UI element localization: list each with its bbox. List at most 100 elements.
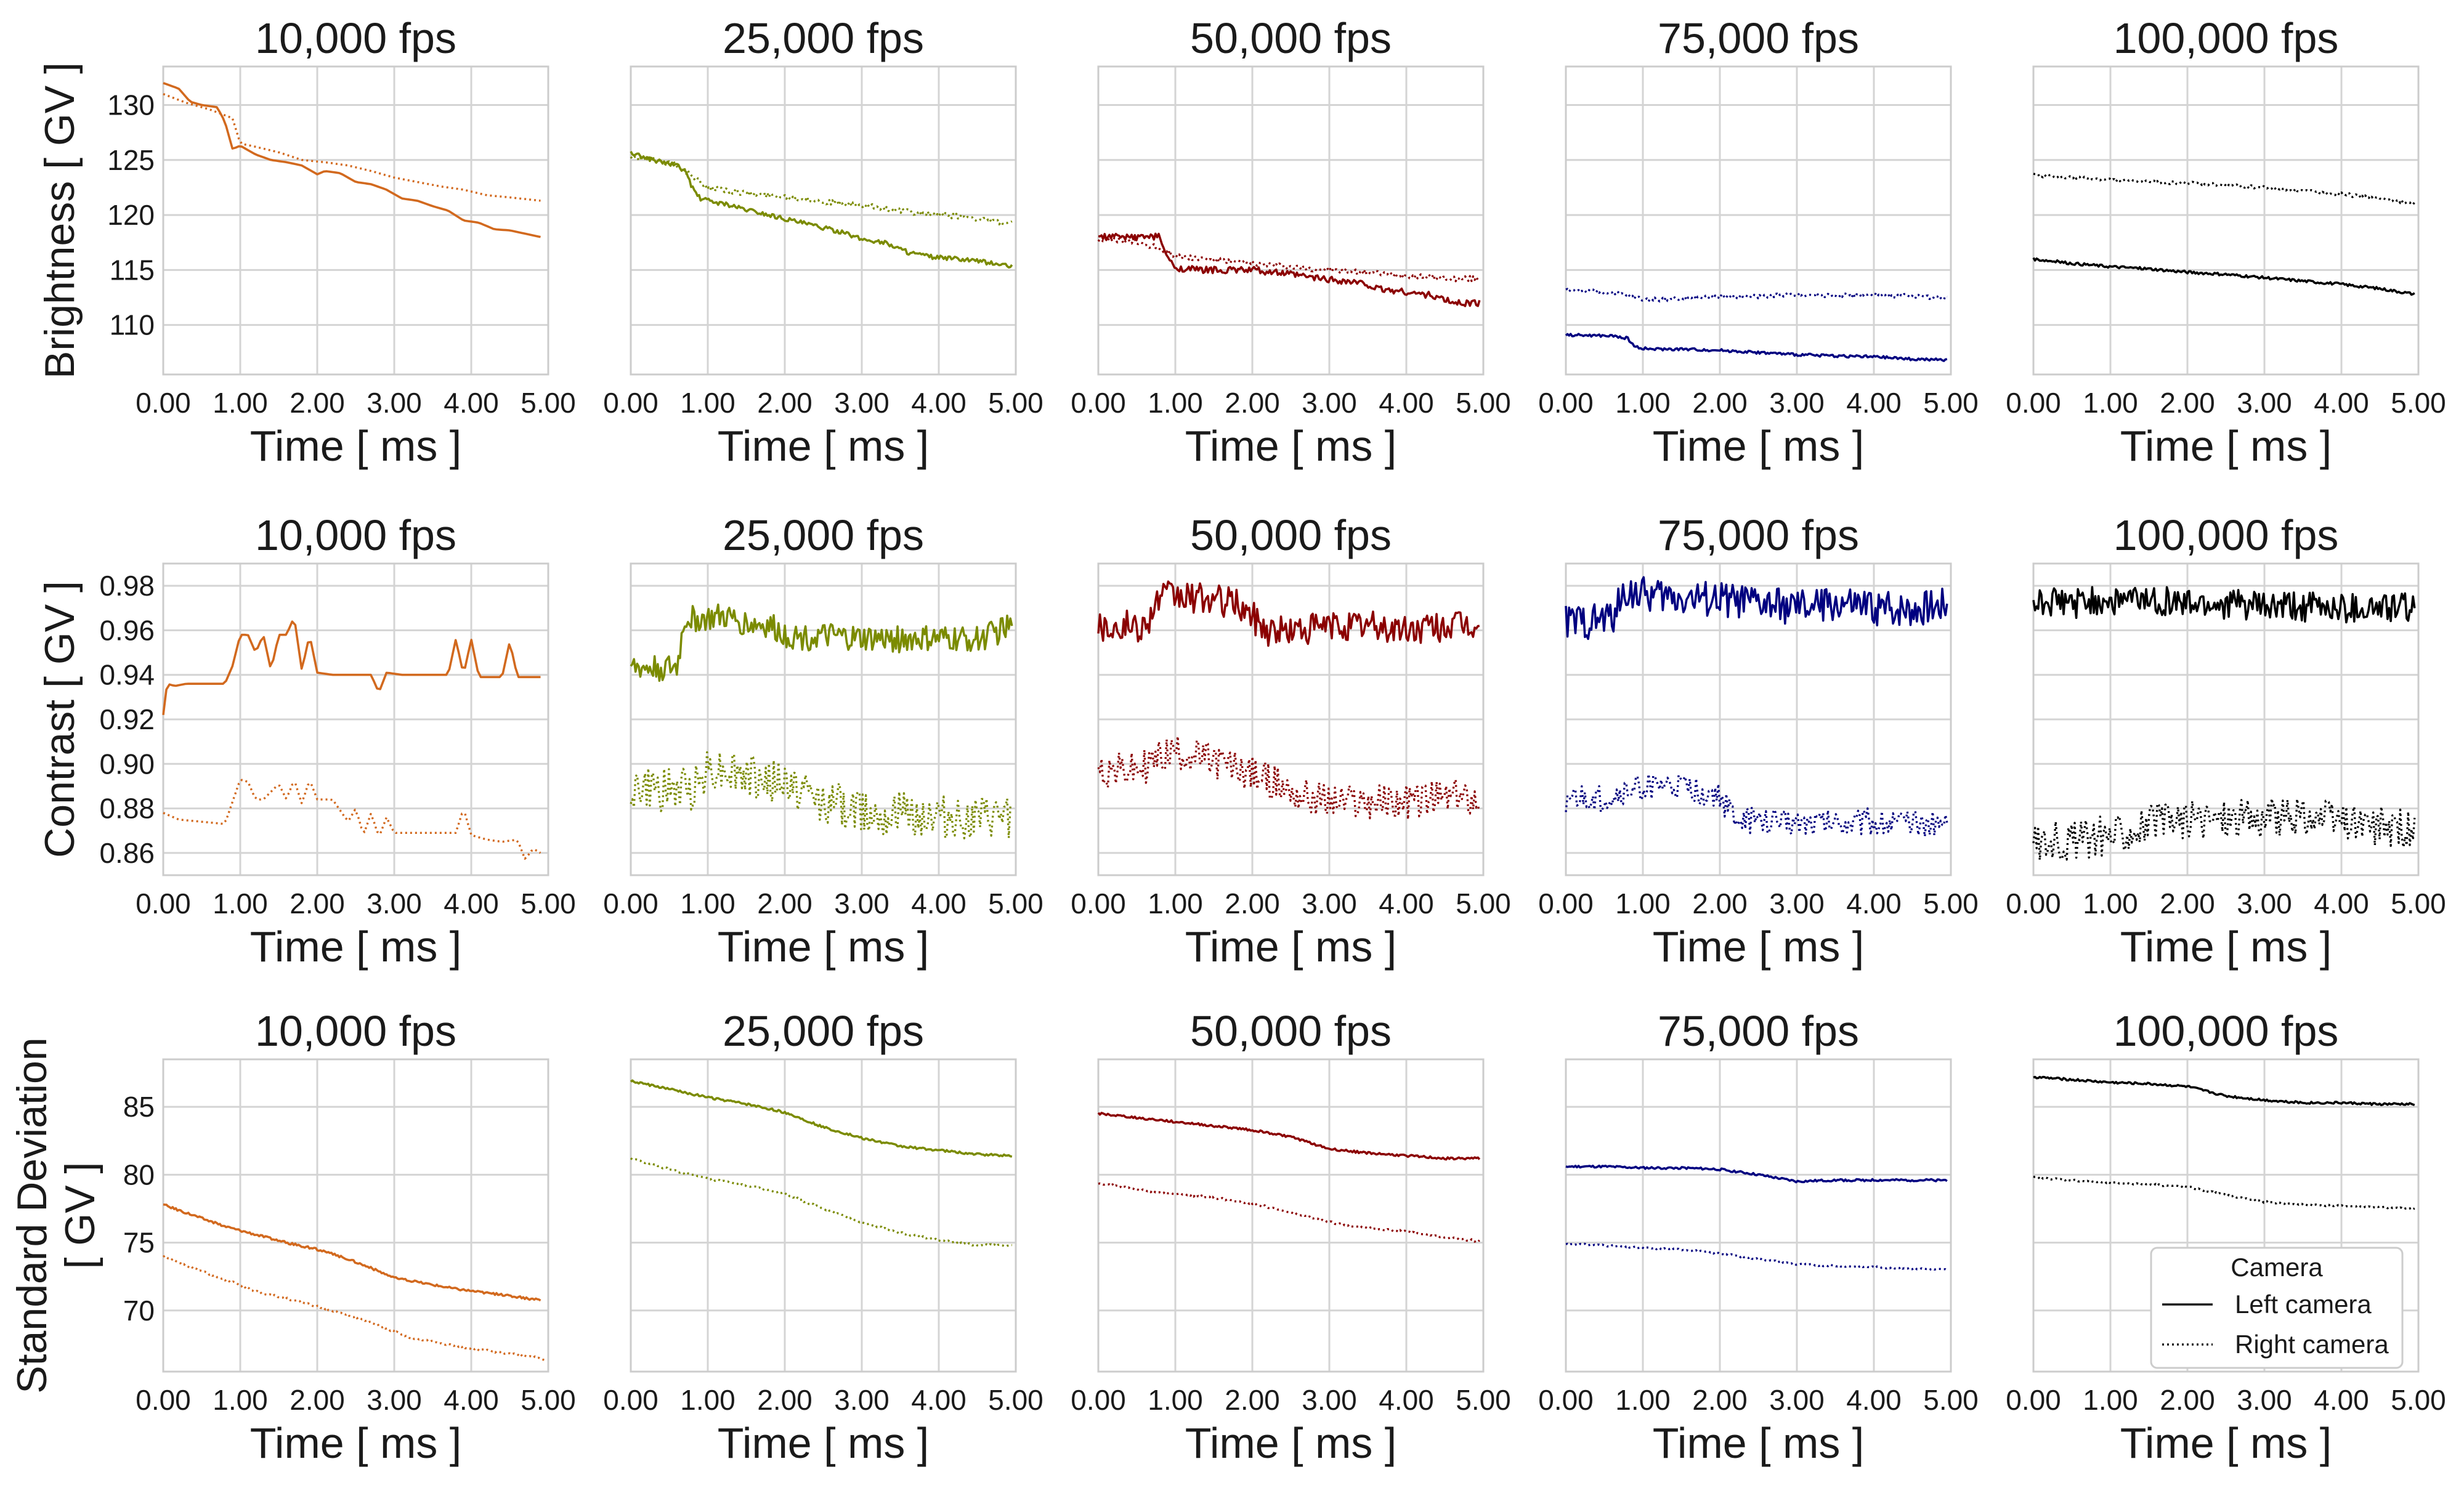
x-tick-label: 4.00 xyxy=(1379,1384,1434,1416)
panel-r3-c5: 100,000 fps 0.00 1.00 2.00 3.00 4.00 5.00 Time … xyxy=(2006,1007,2446,1467)
panel-title: 75,000 fps xyxy=(1658,14,1859,62)
x-tick-label: 3.00 xyxy=(367,1384,422,1416)
panel-title: 50,000 fps xyxy=(1190,511,1392,559)
x-tick-label: 5.00 xyxy=(1923,888,1979,920)
x-tick-label: 2.00 xyxy=(1225,888,1280,920)
right-camera-line xyxy=(1098,1182,1480,1243)
left-camera-line xyxy=(1098,232,1481,307)
left-camera-line xyxy=(630,1079,1013,1158)
x-tick-label: 0.00 xyxy=(603,1384,659,1416)
left-camera-line xyxy=(163,1203,541,1302)
x-tick-label: 1.00 xyxy=(213,387,268,419)
x-axis-label: Time [ ms ] xyxy=(1185,1419,1397,1467)
x-tick-label: 2.00 xyxy=(1692,888,1748,920)
x-tick-label: 3.00 xyxy=(1302,888,1357,920)
x-tick-label: 3.00 xyxy=(2237,387,2292,419)
x-tick-label: 2.00 xyxy=(290,888,345,920)
left-camera-line xyxy=(1565,1164,1948,1184)
x-tick-label: 2.00 xyxy=(290,387,345,419)
x-tick-label: 0.00 xyxy=(1538,888,1594,920)
x-tick-label: 5.00 xyxy=(988,888,1044,920)
left-camera-line xyxy=(630,603,1013,682)
x-axis-label: Time [ ms ] xyxy=(2120,422,2332,470)
legend-right-camera: Right camera xyxy=(2235,1330,2389,1359)
panel-title: 10,000 fps xyxy=(255,14,456,62)
x-tick-label: 0.00 xyxy=(1071,888,1126,920)
x-tick-label: 5.00 xyxy=(988,387,1044,419)
panel-title: 25,000 fps xyxy=(723,511,924,559)
x-tick-label: 2.00 xyxy=(1692,1384,1748,1416)
legend: Camera Left camera Right camera xyxy=(2150,1247,2404,1369)
left-camera-line xyxy=(162,620,541,716)
x-axis-label: Time [ ms ] xyxy=(2120,1419,2332,1467)
x-tick-label: 0.00 xyxy=(2006,387,2061,419)
x-tick-label: 1.00 xyxy=(680,387,736,419)
x-tick-label: 1.00 xyxy=(1615,387,1671,419)
right-camera-line xyxy=(1097,735,1481,820)
x-tick-label: 2.00 xyxy=(2160,387,2215,419)
plot-frame xyxy=(162,1058,549,1373)
y-tick-label: 110 xyxy=(110,309,155,341)
x-tick-label: 3.00 xyxy=(1302,1384,1357,1416)
y-tick-label: 0.88 xyxy=(99,793,155,825)
x-tick-label: 3.00 xyxy=(1769,1384,1825,1416)
x-tick-label: 3.00 xyxy=(2237,1384,2292,1416)
x-tick-label: 1.00 xyxy=(680,1384,736,1416)
panel-title: 75,000 fps xyxy=(1658,511,1859,559)
panel-r1-c4: 75,000 fps 0.00 1.00 2.00 3.00 4.00 5.00 Time [… xyxy=(1538,14,1979,470)
x-tick-label: 5.00 xyxy=(1456,387,1511,419)
panel-r1-c1: 10,000 fps 0.00 1.00 2.00 3.00 4.00 5.00 Time [… xyxy=(107,14,576,470)
x-tick-label: 2.00 xyxy=(1225,387,1280,419)
right-camera-line xyxy=(630,155,1013,225)
panel-r3-c1: 10,000 fps 0.00 1.00 2.00 3.00 4.00 5.00 Time [… xyxy=(123,1007,576,1467)
y-tick-label: 125 xyxy=(107,144,155,176)
panel-r2-c1: 10,000 fps 0.00 1.00 2.00 3.00 4.00 5.00 Time [… xyxy=(99,511,575,971)
x-tick-label: 2.00 xyxy=(2160,888,2215,920)
panel-title: 100,000 fps xyxy=(2113,1007,2339,1055)
panel-r2-c3: 50,000 fps 0.00 1.00 2.00 3.00 4.00 5.00 Time [… xyxy=(1071,511,1511,971)
x-tick-label: 2.00 xyxy=(1225,1384,1280,1416)
x-axis-label: Time [ ms ] xyxy=(1185,923,1397,971)
x-axis-label: Time [ ms ] xyxy=(250,1419,462,1467)
y-tick-label: 80 xyxy=(123,1158,155,1191)
panel-r1-c3: 50,000 fps 0.00 1.00 2.00 3.00 4.00 5.00 Time [… xyxy=(1071,14,1511,470)
legend-left-camera: Left camera xyxy=(2235,1290,2372,1319)
plot-frame xyxy=(1097,1058,1485,1373)
x-tick-label: 4.00 xyxy=(2314,387,2369,419)
right-camera-line xyxy=(1565,1242,1948,1271)
left-camera-line xyxy=(1097,580,1480,647)
panel-title: 100,000 fps xyxy=(2113,14,2339,62)
left-camera-line xyxy=(2033,1075,2415,1106)
panel-r1-c5: 100,000 fps 0.00 1.00 2.00 3.00 4.00 5.00 Time … xyxy=(2006,14,2446,470)
x-tick-label: 5.00 xyxy=(1456,888,1511,920)
x-tick-label: 0.00 xyxy=(1538,387,1594,419)
y-tick-label: 130 xyxy=(107,89,155,121)
panel-title: 10,000 fps xyxy=(255,1007,456,1055)
plot-frame xyxy=(1565,1058,1952,1373)
x-tick-label: 0.00 xyxy=(1071,1384,1126,1416)
x-tick-label: 0.00 xyxy=(1538,1384,1594,1416)
x-tick-label: 2.00 xyxy=(757,387,813,419)
x-tick-label: 5.00 xyxy=(1923,1384,1979,1416)
left-camera-line xyxy=(2032,586,2416,624)
x-tick-label: 4.00 xyxy=(2314,888,2369,920)
plot-frame xyxy=(2032,65,2420,376)
plot-frame xyxy=(1097,65,1485,376)
right-camera-line xyxy=(163,778,541,860)
x-tick-label: 4.00 xyxy=(2314,1384,2369,1416)
x-tick-label: 0.00 xyxy=(2006,1384,2061,1416)
x-tick-label: 3.00 xyxy=(367,387,422,419)
x-tick-label: 2.00 xyxy=(1692,387,1748,419)
x-tick-label: 4.00 xyxy=(911,387,967,419)
right-camera-line xyxy=(163,93,541,202)
panel-r2-c5: 100,000 fps 0.00 1.00 2.00 3.00 4.00 5.00 Time … xyxy=(2006,511,2446,971)
x-tick-label: 4.00 xyxy=(911,1384,967,1416)
x-axis-label: Time [ ms ] xyxy=(250,422,462,470)
panel-r3-c3: 50,000 fps 0.00 1.00 2.00 3.00 4.00 5.00 Time [… xyxy=(1071,1007,1511,1467)
x-tick-label: 4.00 xyxy=(1379,888,1434,920)
left-camera-line xyxy=(1565,576,1948,641)
x-tick-label: 0.00 xyxy=(2006,888,2061,920)
x-tick-label: 5.00 xyxy=(1456,1384,1511,1416)
y-tick-label: 85 xyxy=(123,1091,155,1123)
